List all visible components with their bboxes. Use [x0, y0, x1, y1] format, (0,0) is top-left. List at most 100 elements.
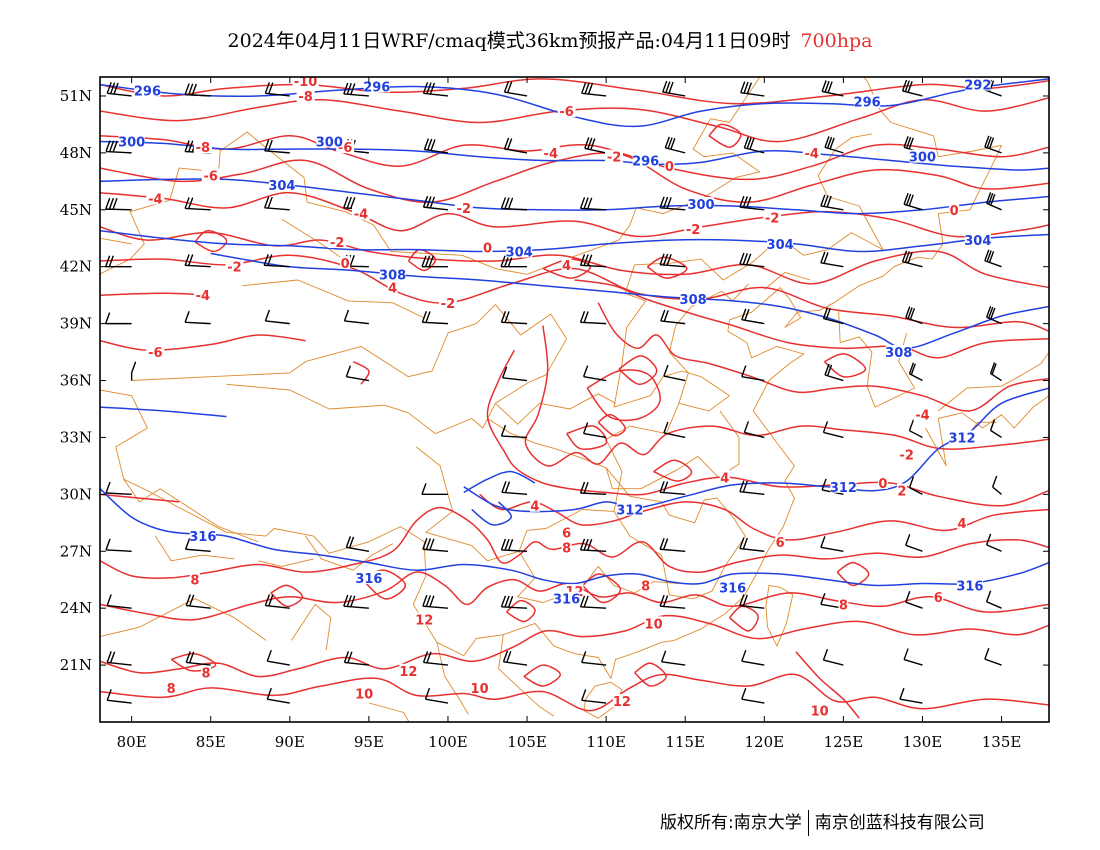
temperature-label: 0: [341, 257, 350, 272]
wind-barb: [105, 140, 132, 154]
boundary-line: [281, 218, 341, 258]
height-label-bg: [553, 591, 580, 605]
height-label: 296: [854, 96, 881, 111]
wind-barb: [741, 365, 765, 382]
temperature-label: 0: [483, 242, 492, 257]
temperature-label: 10: [471, 682, 489, 697]
wind-barb: [989, 419, 1002, 439]
temperature-label: 8: [201, 667, 210, 682]
height-label: 304: [268, 179, 295, 194]
temperature-contour: [653, 459, 693, 482]
lon-tick-label: 100E: [428, 733, 468, 751]
temperature-label-bg: [810, 703, 829, 717]
title-main: 2024年04月11日WRF/cmaq模式36km预报产品:04月11日09时: [227, 30, 791, 52]
lat-tick-label: 45N: [60, 201, 92, 219]
lat-tick-label: 42N: [60, 258, 92, 276]
wind-barb: [264, 139, 290, 154]
height-label-bg: [379, 267, 406, 281]
temperature-contour: [634, 662, 667, 687]
temperature-label-bg: [399, 663, 418, 677]
lat-tick-label: 30N: [60, 485, 92, 503]
wind-barb: [985, 192, 1002, 211]
temperature-label-bg: [292, 77, 319, 87]
lon-tick-label: 130E: [903, 733, 943, 751]
lon-tick-label: 85E: [196, 733, 226, 751]
temperature-label-bg: [644, 616, 663, 630]
temperature-label-bg: [166, 680, 177, 694]
temperature-label-bg: [470, 680, 489, 694]
height-label: 316: [355, 572, 382, 587]
wind-barb: [422, 195, 449, 211]
height-contours: [100, 78, 1049, 587]
lat-tick-label: 24N: [60, 599, 92, 617]
temperature-label: 12: [415, 614, 433, 629]
temperature-contour: [823, 353, 867, 378]
wind-barb: [581, 689, 607, 704]
boundary-line: [498, 634, 555, 717]
wind-barb: [500, 197, 528, 211]
wind-barb: [501, 366, 528, 382]
lat-tick-label: 51N: [60, 87, 92, 105]
temperature-label: -2: [686, 223, 700, 238]
wind-barb: [579, 595, 607, 609]
wind-barb: [130, 361, 137, 381]
wind-barb: [741, 687, 765, 704]
height-label-bg: [767, 236, 794, 250]
wind-barb: [824, 363, 844, 382]
height-label: 304: [964, 234, 991, 249]
temperature-label: -8: [298, 90, 312, 105]
wind-barb: [743, 421, 765, 439]
height-contour: [100, 229, 1049, 253]
chart-title: 2024年04月11日WRF/cmaq模式36km预报产品:04月11日09时 7…: [0, 26, 1100, 53]
height-label-bg: [956, 578, 983, 592]
geo-boundaries: [100, 77, 1049, 722]
temperature-contour: [597, 413, 626, 437]
wind-barb: [739, 537, 765, 552]
wind-barb: [905, 306, 923, 325]
wind-barb: [908, 362, 923, 382]
boundary-line: [517, 551, 679, 603]
boundary-line: [668, 283, 749, 404]
temperature-label-bg: [328, 235, 347, 249]
height-contour: [100, 78, 1049, 128]
height-label: 312: [948, 431, 975, 446]
temperature-contours: [100, 78, 1049, 719]
wind-barb: [984, 249, 1002, 268]
wind-barb: [901, 79, 923, 97]
wind-barb: [659, 253, 686, 268]
wind-barb: [822, 648, 844, 666]
wind-barb: [663, 421, 686, 439]
wind-barb: [266, 687, 290, 704]
wind-barb: [502, 650, 528, 666]
height-label: 312: [616, 504, 643, 519]
temperature-contour: [100, 334, 306, 351]
height-label-bg: [680, 291, 707, 305]
wind-barb: [901, 250, 923, 268]
lon-tick-label: 105E: [507, 733, 547, 751]
height-label: 296: [632, 154, 659, 169]
height-contour: [471, 501, 512, 526]
wind-barb: [991, 475, 1002, 495]
temperature-contour: [505, 599, 536, 623]
temperature-contour: [581, 573, 622, 604]
temperature-contour: [270, 584, 304, 608]
lon-tick-label: 80E: [117, 733, 147, 751]
temperature-label-bg: [387, 280, 398, 294]
wind-barb: [660, 309, 686, 325]
boundary-line: [574, 287, 835, 679]
wind-barb: [664, 136, 686, 154]
wind-barb: [501, 481, 528, 496]
wind-barb: [741, 308, 765, 325]
boundary-line: [436, 642, 469, 715]
wind-barb: [660, 650, 686, 666]
temperature-contour: [100, 571, 1049, 621]
temperature-contour: [618, 355, 658, 386]
wind-barb: [582, 365, 607, 382]
wind-barb: [820, 194, 844, 211]
height-label: 304: [767, 238, 794, 253]
temperature-label-bg: [415, 612, 434, 626]
temperature-label-bg: [897, 447, 916, 461]
wind-barb: [343, 594, 369, 609]
wind-barb: [184, 538, 211, 552]
